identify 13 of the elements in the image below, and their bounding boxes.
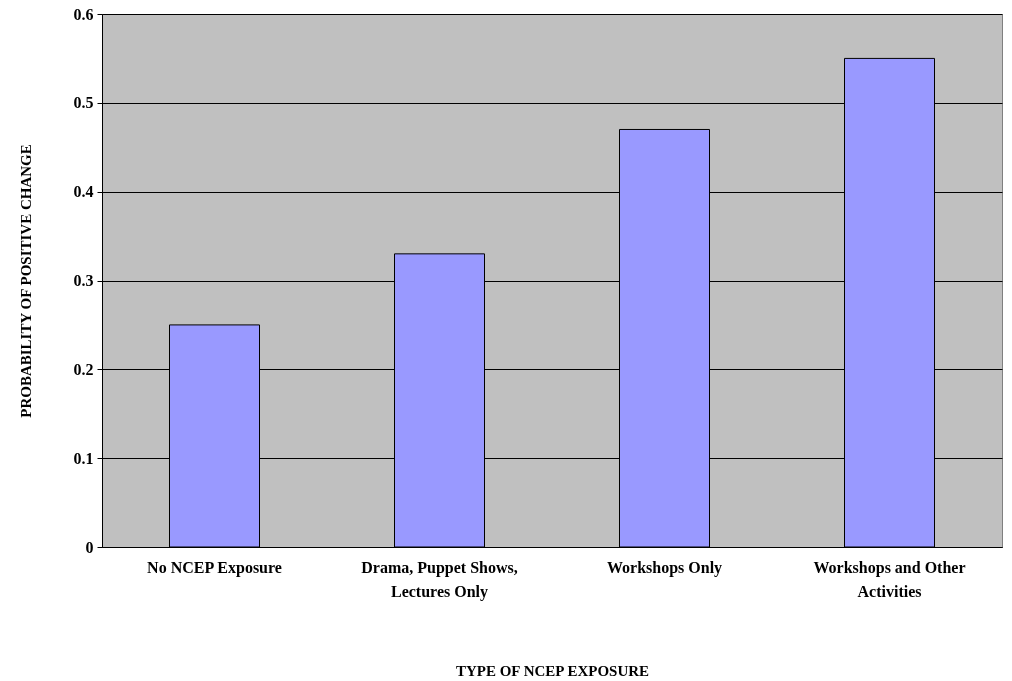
y-tick-label: 0.6 [73, 5, 94, 23]
x-tick-label: Workshops Only [606, 558, 723, 577]
x-axis-title: TYPE OF NCEP EXPOSURE [455, 662, 650, 679]
y-tick-label: 0.5 [73, 94, 94, 112]
y-tick-label: 0.2 [73, 360, 94, 378]
y-axis-title: PROBABILITY OF POSITIVE CHANGE [17, 144, 34, 418]
x-tick-label: Drama, Puppet Shows, Lectures Only [361, 558, 518, 601]
y-tick-label: 0 [85, 538, 94, 556]
x-tick-label: Workshops and Other Activities [813, 558, 966, 600]
y-tick-label: 0.1 [73, 449, 94, 467]
y-tick-label: 0.4 [73, 183, 94, 201]
x-tick-label: No NCEP Exposure [147, 558, 282, 577]
y-tick-label: 0.3 [73, 272, 94, 289]
